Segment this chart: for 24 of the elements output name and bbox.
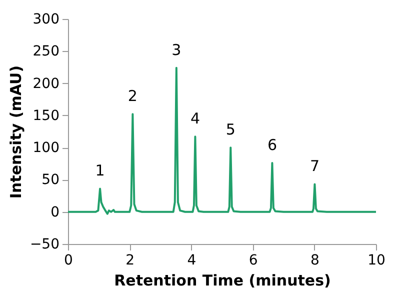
x-tick-label: 6 xyxy=(248,252,258,268)
y-tick-label: 200 xyxy=(32,76,60,92)
annotation: 5 xyxy=(226,120,236,139)
annotation: 1 xyxy=(95,162,105,180)
annotation: 4 xyxy=(190,110,200,128)
y-tick-label: −50 xyxy=(30,236,60,252)
y-tick-label: 50 xyxy=(42,172,60,188)
x-tick-label: 4 xyxy=(187,252,196,268)
y-tick-label: 300 xyxy=(32,12,60,28)
annotation: 2 xyxy=(128,87,138,106)
x-tick-label: 10 xyxy=(368,252,386,268)
y-tick-label: 100 xyxy=(32,140,60,156)
x-tick-label: 0 xyxy=(64,252,73,268)
x-axis-title: Retention Time (minutes) xyxy=(114,272,331,290)
line-series xyxy=(68,66,376,215)
annotation: 7 xyxy=(310,157,320,176)
y-axis-title: Intensity (mAU) xyxy=(6,65,25,199)
y-tick-label: 250 xyxy=(32,44,60,60)
x-tick-label: 2 xyxy=(126,252,135,268)
annotation: 3 xyxy=(172,40,182,59)
annotation: 6 xyxy=(267,136,277,154)
y-tick-label: 150 xyxy=(32,108,60,124)
x-tick-label: 8 xyxy=(310,252,320,268)
y-tick-label: 0 xyxy=(50,204,60,220)
